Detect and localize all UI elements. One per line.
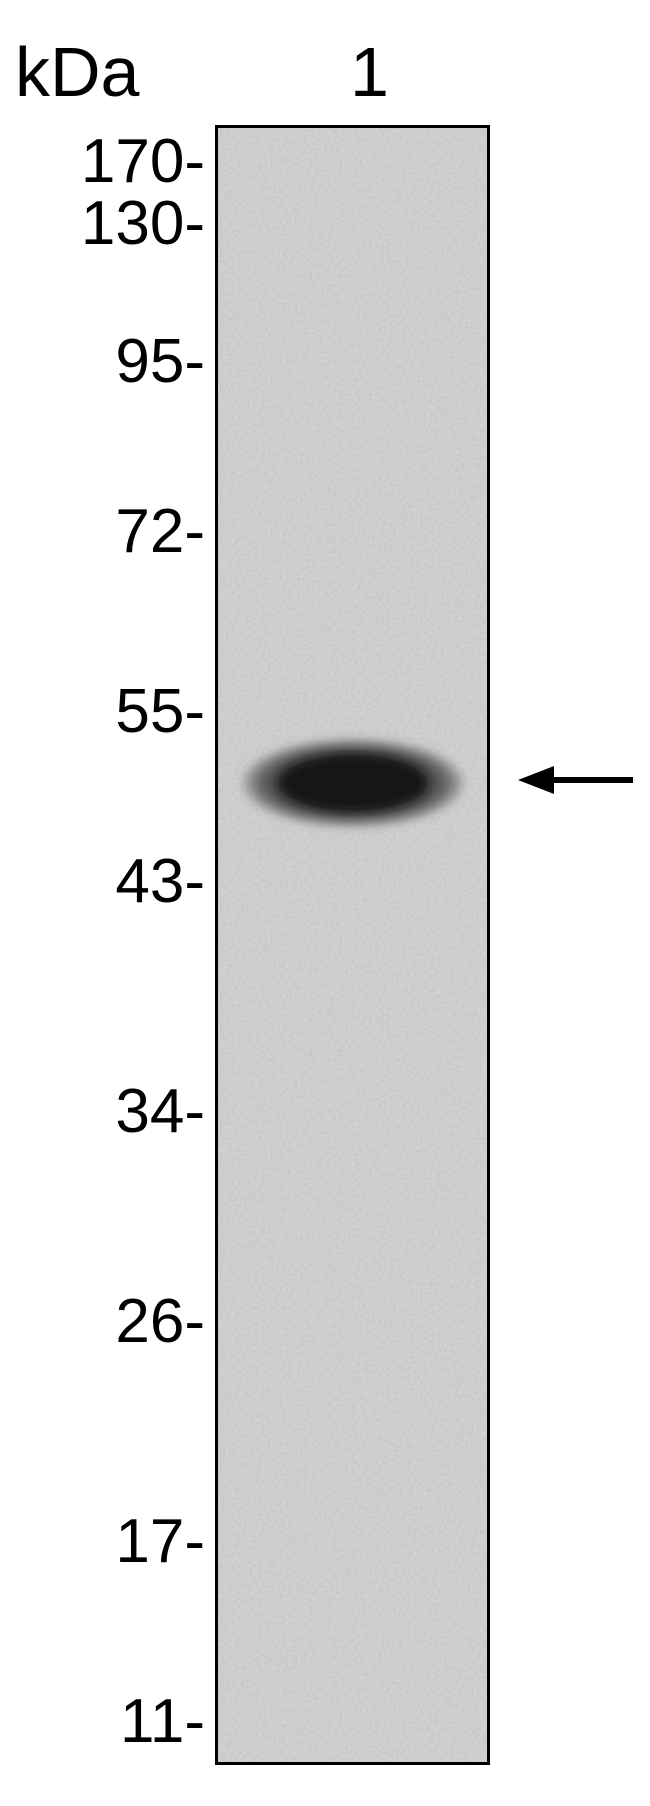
blot-figure: kDa 1 170-130- <box>0 0 650 1806</box>
marker-72: 72- <box>115 496 205 567</box>
marker-26: 26- <box>115 1286 205 1357</box>
arrow-head-icon <box>518 766 554 794</box>
protein-band <box>243 733 463 833</box>
marker-34: 34- <box>115 1076 205 1147</box>
marker-17: 17- <box>115 1506 205 1577</box>
marker-130: 130- <box>81 188 205 259</box>
marker-170: 170- <box>81 126 205 197</box>
lane-strip <box>215 125 490 1765</box>
lane-number-label: 1 <box>350 32 389 112</box>
marker-43: 43- <box>115 846 205 917</box>
marker-55: 55- <box>115 676 205 747</box>
marker-11: 11- <box>120 1686 205 1757</box>
kda-header: kDa <box>15 32 139 112</box>
band-arrow <box>518 766 633 794</box>
marker-95: 95- <box>115 326 205 397</box>
arrow-shaft <box>554 777 633 783</box>
lane-background <box>218 128 487 1762</box>
